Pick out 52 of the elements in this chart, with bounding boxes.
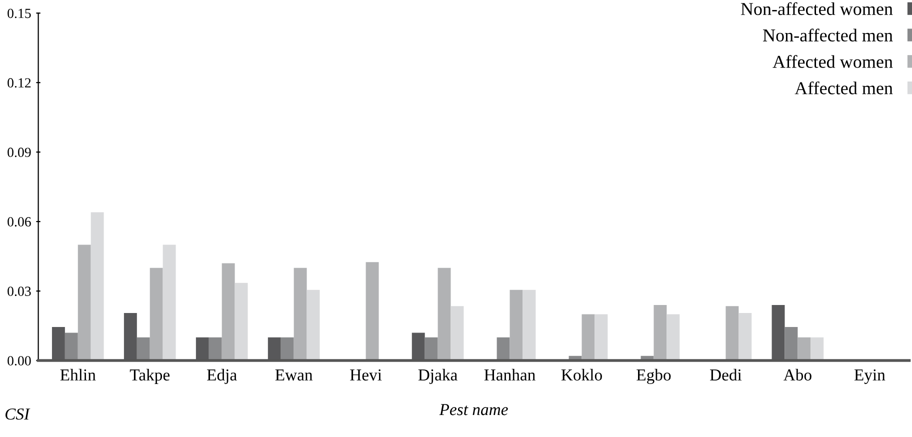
bar — [78, 244, 91, 361]
bar — [136, 337, 150, 361]
y-tick-label: 0.09 — [8, 148, 31, 158]
bar — [366, 262, 379, 361]
bar — [234, 282, 248, 361]
bar — [798, 337, 811, 361]
bar — [90, 212, 104, 361]
bar — [162, 244, 176, 361]
bar — [450, 306, 464, 361]
x-tick-label: Djaka — [418, 368, 458, 384]
x-tick-label: Hevi — [350, 369, 382, 381]
y-tick-label: 0.06 — [8, 217, 31, 227]
bar — [510, 290, 523, 361]
x-tick-label: Ewan — [275, 370, 313, 381]
bar — [306, 290, 320, 361]
y-axis-title: CSI — [5, 408, 30, 420]
bar — [438, 268, 451, 361]
bar — [594, 314, 608, 361]
y-tick-label: 0.15 — [8, 8, 31, 18]
x-tick-label: Koklo — [561, 368, 602, 381]
legend-label: Non-affected men — [763, 28, 893, 42]
x-tick-label: Abo — [784, 368, 812, 381]
bar — [784, 326, 798, 361]
bar — [726, 306, 739, 361]
bar — [582, 314, 595, 361]
x-tick-label: Ehlin — [60, 368, 96, 380]
bar — [280, 337, 294, 361]
y-tick-label: 0.12 — [8, 78, 31, 88]
x-axis-title: Pest name — [439, 404, 508, 416]
bar — [424, 337, 438, 361]
x-tick-label: Eyin — [854, 369, 886, 384]
bar — [738, 313, 752, 361]
bar — [150, 268, 163, 361]
x-tick-label: Egbo — [636, 368, 671, 384]
x-tick-label: Dedi — [710, 368, 742, 381]
legend-label: Non-affected women — [740, 2, 893, 16]
x-tick-label: Takpe — [130, 368, 170, 384]
bar — [64, 332, 78, 361]
bar — [522, 290, 536, 361]
y-tick-label: 0.03 — [8, 286, 31, 296]
bar — [294, 268, 307, 361]
legend-label: Affected women — [772, 55, 893, 68]
bar — [654, 304, 667, 361]
bar — [810, 337, 824, 361]
bar — [208, 337, 222, 361]
bar — [496, 337, 510, 361]
legend-label: Affected men — [794, 81, 893, 94]
bar — [222, 263, 235, 361]
bar — [666, 314, 680, 361]
x-tick-label: Hanhan — [484, 368, 536, 381]
y-tick-label: 0.00 — [8, 356, 31, 366]
x-tick-label: Edja — [207, 368, 237, 384]
